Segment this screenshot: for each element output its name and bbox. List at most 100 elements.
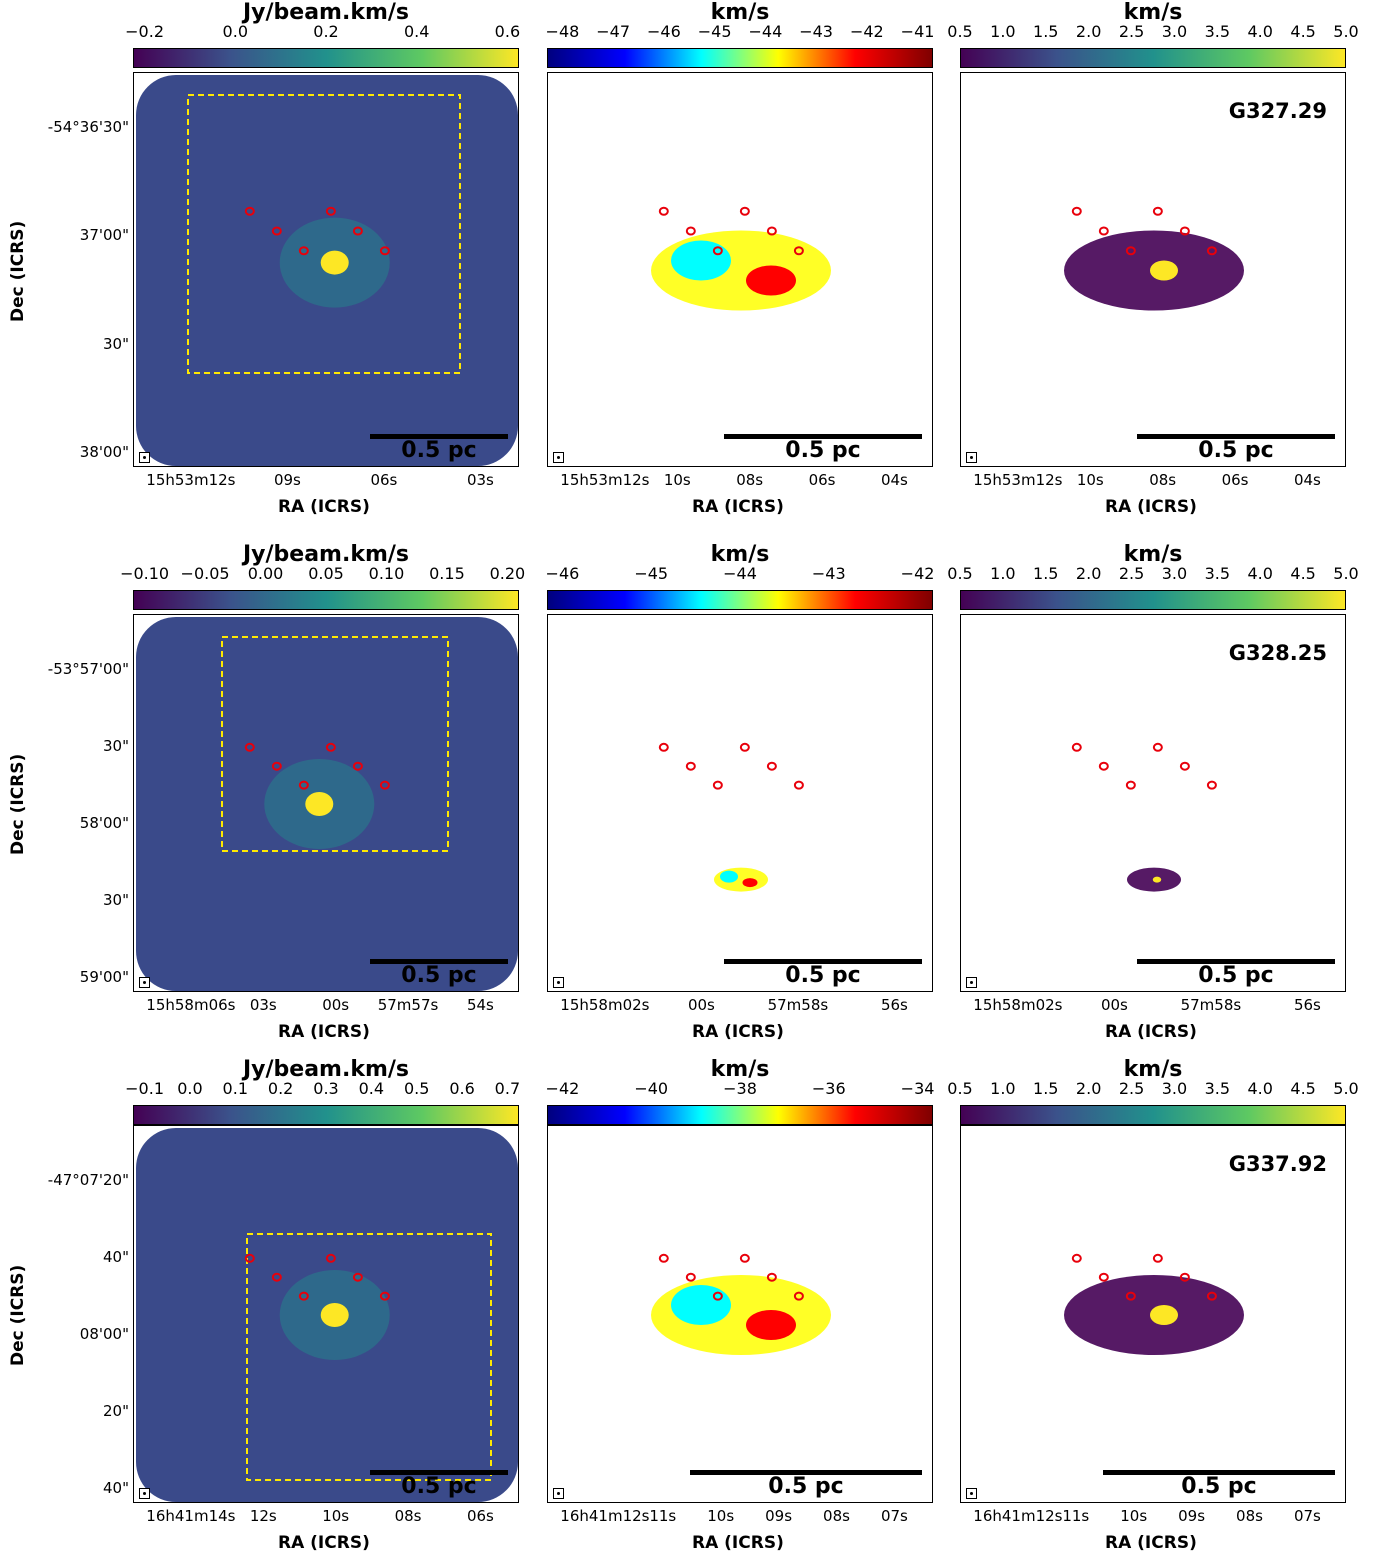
core-marker [379,780,390,790]
ra-tick-label: 15h53m12s [560,471,650,489]
ra-tick-label: 15h58m06s [146,996,236,1014]
x-axis-label: RA (ICRS) [692,497,784,517]
scale-bar-label: 0.5 pc [1181,1474,1257,1499]
core-marker [298,1291,309,1301]
core-marker [766,761,777,771]
dispersion-field [1127,867,1181,892]
map-image [1071,742,1217,892]
colorbar-tick-label: −42 [545,1079,580,1098]
ra-tick-label: 08s [1149,471,1177,489]
dec-tick-label: 08'00" [79,1325,129,1343]
scale-bar [1103,1470,1335,1475]
x-axis-label: RA (ICRS) [278,497,370,517]
beam-marker [553,452,564,463]
core-marker [1179,761,1190,771]
core-marker [739,1253,750,1263]
colorbar-title: km/s [1123,1057,1183,1082]
colorbar-tick-label: 0.5 [947,1079,973,1098]
ra-tick-label: 56s [1293,996,1321,1014]
colorbar-tick-label: 0.5 [403,1079,430,1098]
scale-bar [690,1470,922,1475]
colorbar-title: Jy/beam.km/s [242,0,410,25]
core-marker [298,246,309,256]
velocity-map: 0.5 pc [547,72,933,467]
colorbar-tick-label: 5.0 [1333,564,1359,583]
core-marker [685,1272,696,1282]
colorbar-tick-label: −34 [900,1079,935,1098]
x-axis-label: RA (ICRS) [278,1022,370,1042]
beam-marker [553,977,564,988]
x-axis-label: RA (ICRS) [692,1533,784,1553]
colorbar-tick-label: 0.6 [449,1079,475,1098]
core-marker [352,761,363,771]
colorbar-tick-label: −42 [900,564,935,583]
colorbar-tick-label: −45 [697,22,732,41]
beam-marker [966,452,977,463]
colorbar-tick-label: 0.20 [489,564,526,583]
scale-bar-label: 0.5 pc [785,963,861,988]
core-marker [271,761,282,771]
colorbar-tick-label: 3.0 [1161,1079,1188,1098]
colorbar-tick-label: −44 [748,22,783,41]
scale-bar [724,434,922,439]
zoom-region-box [246,1233,492,1481]
ra-tick-label: 04s [1293,471,1321,489]
core-marker [793,780,804,790]
colorbar-tick-label: 3.5 [1204,564,1231,583]
colorbar-tick-label: 5.0 [1333,1079,1359,1098]
dec-tick-label: 58'00" [79,814,129,832]
core-marker [766,226,777,236]
colorbar-tick-label: 0.1 [222,1079,249,1098]
colorbar-tick-label: 4.5 [1290,564,1316,583]
dispersion-map: G337.92 0.5 pc [960,1125,1346,1503]
ra-tick-label: 54s [466,996,494,1014]
map-image [136,1128,518,1502]
velocity-field [651,230,831,311]
core-marker [1071,742,1082,752]
core-marker [244,1253,255,1263]
x-axis-label: RA (ICRS) [1105,1022,1197,1042]
dispersion-field [1064,1275,1244,1355]
colorbar-tick-label: 0.5 [947,22,973,41]
colorbar-tick-label: 0.6 [494,22,521,41]
core-marker [1152,742,1163,752]
map-image [658,742,804,892]
map-image [1064,206,1244,311]
ra-tick-label: 10s [1076,471,1104,489]
colorbar-tick-label: −45 [634,564,669,583]
x-axis-label: RA (ICRS) [692,1022,784,1042]
scale-bar-label: 0.5 pc [1198,963,1274,988]
map-image [136,75,518,466]
colorbar-tick-label: −46 [545,564,580,583]
colorbar-tick-label: 0.5 [947,564,973,583]
core-marker [658,206,669,216]
ra-tick-label: 10s [663,471,691,489]
scale-bar-label: 0.5 pc [401,438,477,463]
y-axis-label: Dec (ICRS) [8,1264,28,1366]
colorbar-tick-label: 1.5 [1033,564,1059,583]
colorbar-tick-label: 2.5 [1118,564,1145,583]
scale-bar [370,959,508,964]
core-marker [379,246,390,256]
x-axis-label: RA (ICRS) [1105,497,1197,517]
dec-tick-label: 30" [103,891,129,909]
dec-tick-label: 40" [103,1248,129,1266]
colorbar-tick-label: 0.3 [313,1079,339,1098]
core-marker [793,246,804,256]
colorbar-tick-label: 3.5 [1204,22,1231,41]
ra-tick-label: 15h53m12s [973,471,1063,489]
colorbar-tick-label: 4.0 [1247,22,1273,41]
velocity-field [714,867,768,892]
ra-tick-label: 16h41m12s [560,1507,650,1525]
colorbar-tick-label: 5.0 [1333,22,1359,41]
colorbar-tick-label: 1.0 [990,1079,1016,1098]
dec-tick-label: -53°57'00" [47,660,129,678]
core-marker [325,742,336,752]
ra-tick-label: 56s [880,996,908,1014]
colorbar-tick-label: 1.0 [990,22,1016,41]
colorbar-tick-label: −0.05 [180,564,230,583]
colorbar-tick-label: 0.0 [177,1079,203,1098]
scale-bar [1137,959,1335,964]
colorbar-tick-label: 1.5 [1033,1079,1059,1098]
colorbar-title: Jy/beam.km/s [242,1057,410,1082]
